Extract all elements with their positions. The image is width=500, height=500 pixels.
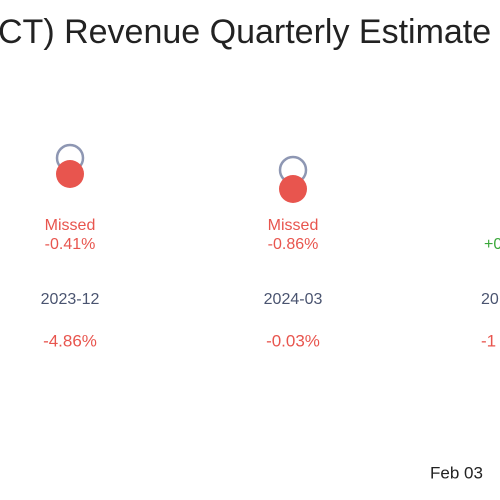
actual-dot <box>56 160 84 188</box>
status: Missed <box>268 217 319 234</box>
surprise: -0.41% <box>45 236 96 253</box>
period: 2024-03 <box>264 291 323 308</box>
title: CT) Revenue Quarterly Estimate <box>0 13 491 51</box>
change: -0.03% <box>266 331 320 350</box>
surprise: +0 <box>484 236 500 253</box>
footer-date: Feb 03 <box>430 463 483 482</box>
period: 2023-12 <box>41 291 100 308</box>
status: Missed <box>45 217 96 234</box>
period: 20 <box>481 291 499 308</box>
change: -4.86% <box>43 331 97 350</box>
change: -1 <box>481 331 496 350</box>
actual-dot <box>279 175 307 203</box>
surprise: -0.86% <box>268 236 319 253</box>
